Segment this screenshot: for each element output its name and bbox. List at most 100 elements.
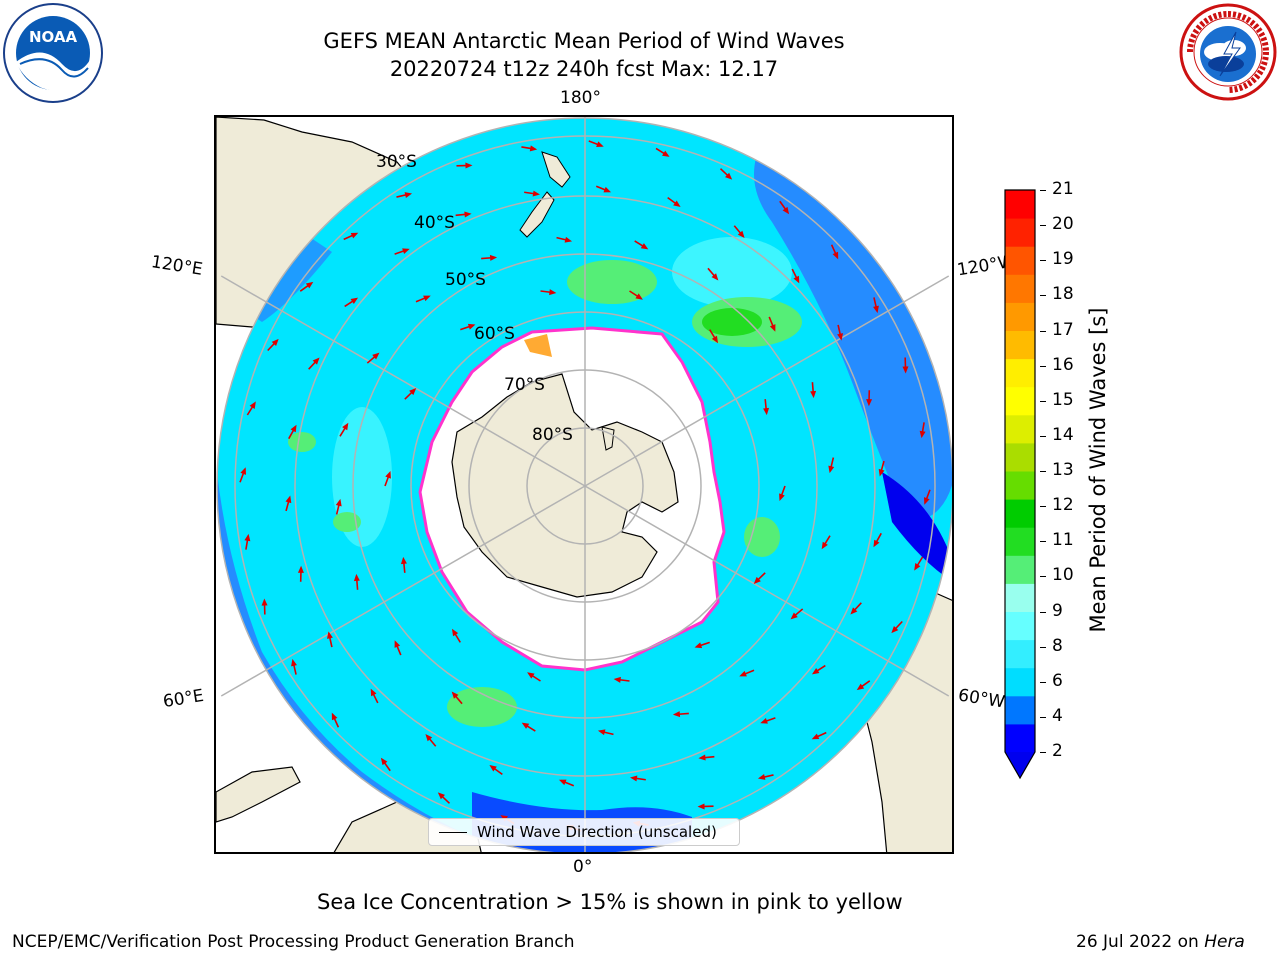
wave-direction-arrow-head [402,248,410,254]
colorbar-segment [1005,499,1035,528]
meridian-line [584,485,950,697]
meridian-line [584,275,950,487]
wave-direction-arrow-head [400,556,407,565]
lon-label-0: 0° [573,857,593,877]
colorbar-segment [1005,639,1035,669]
colorbar [1000,186,1040,786]
wave-direction-arrow-head [856,683,865,691]
wave-direction-arrow-head [811,733,820,740]
wave-direction-arrow-head [285,495,292,504]
colorbar-tick-label: 21 [1052,179,1074,199]
colorbar-tick-label: 13 [1052,460,1074,480]
colorbar-segment [1005,611,1035,641]
sea-ice-note: Sea Ice Concentration > 15% is shown in … [317,890,903,914]
wave-direction-arrow-head [739,670,747,677]
wave-direction-arrow-head [850,607,858,615]
wave-direction-arrow-head [291,658,297,667]
colorbar-tick-mark [1040,506,1046,508]
wave-direction-arrow-head [342,422,349,431]
noaa-logo: NOAA [2,2,104,104]
wave-direction-arrow-head [673,200,681,208]
colorbar-tick-mark [1040,190,1046,191]
wave-direction-arrow-head [919,430,926,439]
wave-direction-arrow-head [564,236,573,243]
colorbar-segment [1005,471,1035,500]
wave-direction-arrow-head [672,711,681,718]
colorbar-tick-label: 11 [1052,530,1074,551]
colorbar-tick-label: 16 [1052,354,1074,375]
lat-label-30s: 30°S [376,152,417,172]
colorbar-tick-mark [1040,611,1046,613]
wave-direction-arrow-head [596,141,604,148]
wave-direction-arrow-head [423,295,431,302]
wave-direction-arrow-head [465,162,473,169]
colorbar-tick-mark [1040,225,1046,227]
lat-label-80s: 80°S [532,425,573,445]
wave-direction-arrow-head [529,145,538,152]
antarctica-landmass [451,373,679,598]
colorbar-segment [1005,667,1035,697]
footer-date: 26 Jul 2022 on Hera [1076,932,1245,952]
wave-direction-arrow-head [261,598,268,606]
colorbar-tick-mark [1040,646,1046,648]
colorbar-segment [1005,386,1035,416]
wave-direction-arrow-head [873,539,880,548]
lat-label-60s: 60°S [474,324,515,344]
colorbar-segment [1005,330,1035,360]
colorbar-tick-mark [1040,752,1046,753]
wave-direction-arrow-head [372,352,380,360]
colorbar-tick-mark [1040,435,1046,437]
lon-label-180: 180° [560,88,601,108]
wave-direction-arrow-head [811,667,820,675]
wave-direction-arrow-head [837,333,843,341]
wave-direction-arrow-head [425,733,433,742]
wave-direction-arrow-head [249,401,256,409]
wave-direction-arrow-head [769,324,776,332]
colorbar-tick-mark [1040,716,1046,718]
wave-direction-arrow-head [810,390,817,399]
wave-direction-arrow-head [385,470,391,479]
colorbar-label: Mean Period of Wind Waves [s] [1086,307,1110,633]
colorbar-tick-mark [1040,260,1046,262]
wave-direction-arrow-head [331,712,338,721]
wave-direction-arrow-head [489,764,497,772]
colorbar-segment [1005,442,1035,472]
wave-direction-arrow-head [635,293,643,300]
colorbar-tick-label: 9 [1052,600,1063,621]
colorbar-tick-label: 2 [1052,741,1063,761]
colorbar-segment [1005,302,1035,331]
wave-direction-arrow-head [404,192,413,198]
wave-direction-arrow-head [711,273,719,281]
colorbar-tick-label: 17 [1052,319,1074,340]
colorbar-segment [1005,695,1035,725]
colorbar-segment [1005,414,1035,444]
colorbar-tick-mark [1040,541,1046,543]
wave-direction-arrow-head [782,206,790,215]
wave-direction-arrow-head [244,533,251,542]
footer-branch: NCEP/EMC/Verification Post Processing Pr… [12,932,575,952]
colorbar-segment [1005,723,1035,753]
wave-direction-arrow-head [878,468,885,477]
map-panel [214,115,954,854]
lon-label-120e: 120°E [149,252,204,280]
colorbar-segment [1005,555,1035,584]
colorbar-tick-label: 8 [1052,635,1063,656]
wave-direction-arrow-head [760,718,768,724]
wave-direction-arrow-head [451,691,459,699]
wave-direction-arrow-head [297,565,304,573]
colorbar-tick-mark [1040,365,1046,367]
colorbar-tick-label: 12 [1052,495,1074,516]
wave-direction-arrow-head [521,722,530,729]
noaa-logo-text: NOAA [29,28,78,46]
wave-direction-arrow-head [923,497,930,505]
colorbar-tick-mark [1040,681,1046,683]
colorbar-ticks: 2 4 6 8 9 10 11 12 13 14 15 16 17 18 19 20 21 [1040,0,1090,960]
wave-direction-arrow-head [613,676,621,683]
colorbar-segment [1005,527,1035,556]
wave-direction-arrow-head [629,775,638,782]
colorbar-tick-label: 18 [1052,284,1074,305]
wave-direction-arrow-head [737,230,745,239]
colorbar-outline [1004,189,1036,780]
wave-direction-arrow-head [290,424,297,433]
colorbar-tick-mark [1040,330,1046,332]
